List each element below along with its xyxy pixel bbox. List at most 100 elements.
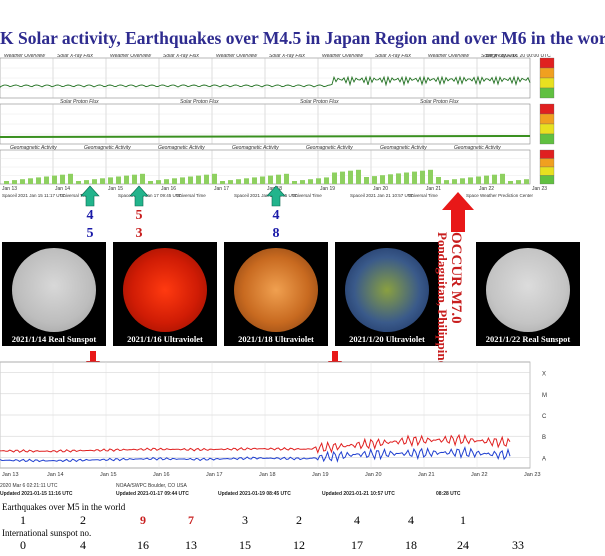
sunspot-count: 15 (239, 538, 251, 552)
sun-image: 2021/1/14 Real Sunspot (2, 242, 106, 346)
panel-header-label: Weather Overview (216, 54, 257, 59)
kp-bar (100, 178, 105, 184)
kp-bar (116, 176, 121, 184)
kp-bar (92, 179, 97, 184)
kp-bar (516, 180, 521, 184)
marker-bottom-number: 8 (272, 226, 280, 241)
begin-label: Begin 2021 01 20 00:00 UTC (486, 54, 551, 59)
kp-bar (436, 177, 441, 184)
geomagnetic-label: Geomagnetic Activity (84, 145, 131, 151)
kp-bar (212, 173, 217, 184)
sunspot-count: 4 (80, 538, 86, 552)
panel-header-label: Weather Overview (428, 54, 469, 59)
earthquake-count: 4 (408, 513, 414, 527)
sunspot-count: 33 (512, 538, 524, 552)
kp-bar (460, 178, 465, 184)
proton-label: Solar Proton Flux (300, 99, 339, 105)
earthquake-count: 9 (140, 513, 146, 527)
sun-image: 2021/1/16 Ultraviolet (113, 242, 217, 346)
scale-bar (539, 113, 555, 125)
geomagnetic-label: Geomagnetic Activity (158, 145, 205, 151)
kp-bar (340, 171, 345, 184)
proton-trace (0, 135, 531, 138)
proton-label: Solar Proton Flux (420, 99, 459, 105)
kp-bar (380, 175, 385, 184)
date-label: Jan 16 (161, 186, 176, 192)
date-label: Jan 17 (214, 186, 229, 192)
kp-bar (508, 181, 513, 184)
x-tick-label: Jan 21 (418, 472, 435, 478)
kp-bar (324, 177, 329, 184)
kp-bar (108, 177, 113, 184)
marker-bottom-number: 5 (86, 226, 94, 241)
occur-location: Pondaguitan, Philippines (435, 232, 450, 372)
updated-label: Updated 2021-01-19 08:45 UTC (218, 491, 291, 497)
sun-caption: 2021/1/22 Real Sunspot (485, 334, 571, 344)
marker-top-number: 4 (86, 208, 94, 223)
scale-bar (539, 87, 555, 99)
kp-bar (140, 173, 145, 184)
xray-series-line (0, 445, 511, 463)
date-label: Jan 20 (373, 186, 388, 192)
proton-label: Solar Proton Flux (60, 99, 99, 105)
sun-caption: 2021/1/14 Real Sunspot (11, 334, 97, 344)
kp-bar (308, 179, 313, 184)
panel-header-label: Solar X-ray Flux (57, 54, 93, 59)
scale-bar (539, 77, 555, 89)
sun-image: 2021/1/20 Ultraviolet (335, 242, 439, 346)
date-label: Jan 13 (2, 186, 17, 192)
kp-bar (524, 179, 529, 184)
kp-bar (484, 175, 489, 184)
date-label: Jan 19 (320, 186, 335, 192)
earthquake-count: 2 (296, 513, 302, 527)
kp-bar (132, 174, 137, 184)
x-tick-label: Jan 22 (471, 472, 488, 478)
class-label: B (542, 435, 546, 441)
kp-bar (188, 176, 193, 184)
footer-label: Universal Time (292, 193, 322, 198)
kp-bar (500, 173, 505, 184)
chart-footer-noaa: NOAA/SWPC Boulder, CO USA (116, 483, 188, 489)
x-tick-label: Jan 20 (365, 472, 382, 478)
kp-bar (292, 181, 297, 184)
sunspot-count: 18 (405, 538, 417, 552)
scale-bar (539, 67, 555, 79)
page-title: K Solar activity, Earthquakes over M4.5 … (0, 28, 605, 48)
footer-label: Universal Time (60, 193, 90, 198)
class-label: X (542, 372, 546, 378)
sunspot-row-label: International sunspot no. (2, 528, 92, 538)
date-label: Jan 22 (479, 186, 494, 192)
kp-bar (124, 175, 129, 184)
marker-top-number: 5 (135, 208, 143, 223)
geomagnetic-label: Geomagnetic Activity (10, 145, 57, 151)
scale-bar (539, 158, 555, 168)
kp-bar (252, 177, 257, 184)
geomagnetic-label: Geomagnetic Activity (454, 145, 501, 151)
kp-bar (180, 177, 185, 184)
sun-disc (234, 248, 318, 332)
kp-bar (196, 175, 201, 184)
x-tick-label: Jan 13 (2, 472, 19, 478)
kp-bar (468, 177, 473, 184)
occur-arrow (442, 192, 474, 232)
footer-label: Spaceil 2021 Jan 17 09:45 UTC (118, 193, 183, 198)
marker-bottom-number: 3 (135, 226, 143, 241)
kp-bar (220, 181, 225, 184)
updated-label: 08:28 UTC (436, 491, 461, 497)
date-label: Jan 21 (426, 186, 441, 192)
kp-bar (36, 177, 41, 184)
kp-bar (204, 174, 209, 184)
kp-bar (276, 174, 281, 184)
footer-label: Spaceil 2021 Jan 19 08:45 UTC (234, 193, 299, 198)
panel-header-label: Weather Overview (4, 54, 45, 59)
earthquake-count: 1 (20, 513, 26, 527)
sunspot-count: 12 (293, 538, 305, 552)
updated-label: Updated 2021-01-17 09:44 UTC (116, 491, 189, 497)
green-arrow (266, 185, 286, 207)
kp-bar (284, 173, 289, 184)
kp-bar (12, 180, 17, 184)
kp-bar (228, 180, 233, 184)
updated-label: Updated 2021-01-21 10:57 UTC (322, 491, 395, 497)
xray-series-line (0, 433, 511, 454)
xray-flux-chart: X M C B A Jan 13 Jan 14 Jan 15 Jan 16 Jan 17 Jan 1… (0, 361, 547, 497)
